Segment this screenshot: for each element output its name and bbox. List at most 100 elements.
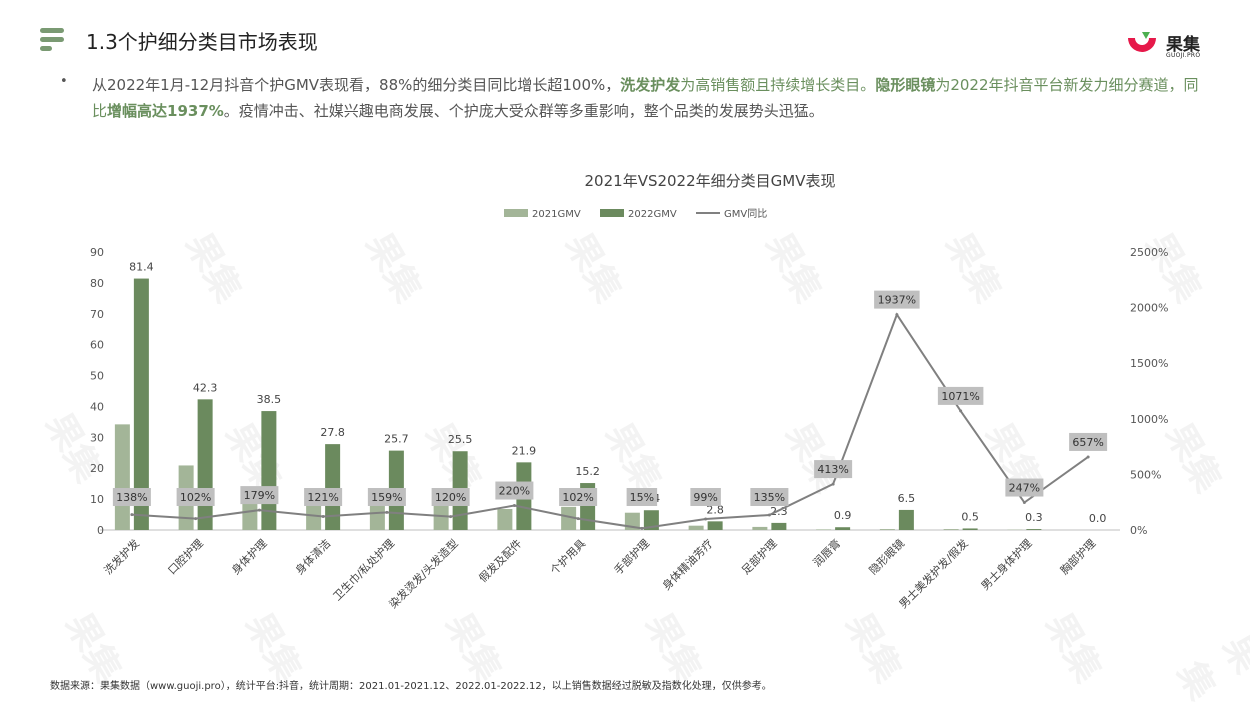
category-label: 洗发护发 [101,536,142,577]
brand-logo: 果集 GUOJI.PRO [1124,30,1204,64]
source-footnote: 数据来源：果集数据（www.guoji.pro），统计平台:抖音，统计周期：20… [50,677,772,692]
category-label: 男士美发护发/假发 [896,536,971,611]
category-label: 身体护理 [228,536,269,577]
category-label: 手部护理 [611,536,652,577]
yoy-value-label: 657% [1072,436,1103,449]
desc-text-1: 从2022年1月-12月抖音个护GMV表现看，88%的细分类目同比增长超100%… [92,76,620,94]
y-right-tick-label: 500% [1130,468,1161,481]
category-label: 身体清洁 [292,536,333,577]
bar-2022 [1026,529,1041,530]
bar-2022 [899,510,914,530]
highlight-growth: 增幅高达1937% [107,102,224,120]
yoy-value-label: 15% [630,491,654,504]
bar-2022-value-label: 38.5 [257,393,282,406]
category-label: 胸部护理 [1057,536,1098,577]
category-label: 润唇膏 [810,536,843,569]
bar-2022-value-label: 25.7 [384,433,409,446]
chart-title: 2021年VS2022年细分类目GMV表现 [585,172,836,190]
yoy-point [194,517,197,520]
yoy-point [959,409,962,412]
logo-subtext: GUOJI.PRO [1166,52,1200,59]
legend-swatch-1 [600,209,624,217]
bar-2021 [880,529,895,530]
bar-2021 [497,509,512,530]
bar-2021 [816,529,831,530]
description-paragraph: 从2022年1月-12月抖音个护GMV表现看，88%的细分类目同比增长超100%… [92,72,1202,124]
yoy-value-label: 138% [116,491,147,504]
y-left-tick-label: 70 [90,308,104,321]
yoy-value-label: 135% [754,491,785,504]
bar-2022 [198,399,213,530]
bar-2022 [963,528,978,530]
category-label: 假发及配件 [476,536,525,585]
yoy-point [258,509,261,512]
y-right-tick-label: 2500% [1130,246,1168,259]
yoy-value-label: 1937% [878,294,916,307]
page-title: 1.3个护细分类目市场表现 [86,26,318,55]
y-left-tick-label: 10 [90,493,104,506]
y-left-tick-label: 60 [90,339,104,352]
yoy-point [640,527,643,530]
yoy-value-label: 99% [693,491,717,504]
yoy-point [385,511,388,514]
category-label: 口腔护理 [165,536,206,577]
yoy-point [322,515,325,518]
category-label: 男士身体护理 [978,536,1035,593]
yoy-point [832,483,835,486]
category-label: 隐形眼镜 [866,536,907,577]
yoy-value-label: 413% [817,463,848,476]
category-label: 足部护理 [738,536,779,577]
bar-2022-value-label: 0.9 [834,509,852,522]
yoy-value-label: 120% [435,491,466,504]
y-left-tick-label: 40 [90,400,104,413]
category-label: 染发烫发/头发造型 [386,536,461,611]
yoy-point [1087,455,1090,458]
yoy-value-label: 121% [307,491,338,504]
bar-2022-value-label: 0.5 [961,510,979,523]
legend-label-2: GMV同比 [724,208,767,220]
y-left-tick-label: 20 [90,462,104,475]
category-label: 个护用具 [547,536,588,577]
yoy-point [895,313,898,316]
bar-2021 [115,424,130,530]
yoy-point [768,513,771,516]
bar-2022-value-label: 81.4 [129,261,154,274]
bar-2022 [835,527,850,530]
legend-label-0: 2021GMV [532,209,581,220]
bar-2022-value-label: 21.9 [512,444,537,457]
bar-2021 [944,529,959,530]
yoy-value-label: 179% [244,489,275,502]
yoy-value-label: 220% [499,485,530,498]
y-left-tick-label: 50 [90,370,104,383]
yoy-point [704,517,707,520]
yoy-value-label: 102% [562,491,593,504]
legend-label-1: 2022GMV [628,209,677,220]
bar-2021 [752,527,767,530]
yoy-point [513,504,516,507]
yoy-value-label: 159% [371,491,402,504]
y-left-tick-label: 0 [97,524,104,537]
bar-2022-value-label: 27.8 [320,426,345,439]
category-label: 卫生巾/私处护理 [330,536,397,603]
y-left-tick-label: 30 [90,431,104,444]
y-right-tick-label: 2000% [1130,302,1168,315]
bar-2022-value-label: 0.3 [1025,511,1043,524]
yoy-point [577,517,580,520]
y-left-tick-label: 90 [90,246,104,259]
bar-2022-value-label: 0.0 [1089,512,1107,525]
bar-2022-value-label: 25.5 [448,433,473,446]
bar-2021 [689,526,704,530]
yoy-point [130,513,133,516]
highlight-contact-lens: 隐形眼镜 [875,76,935,94]
yoy-point [1023,501,1026,504]
bar-2022-value-label: 6.5 [898,492,916,505]
highlight-hair-care: 洗发护发 [620,76,680,94]
bar-2022-value-label: 15.2 [575,465,600,478]
category-label: 身体精油芳疗 [659,536,716,593]
desc-text-2: 为高销售额且持续增长类目。 [680,76,875,94]
legend-swatch-0 [504,209,528,217]
y-right-tick-label: 1000% [1130,413,1168,426]
yoy-point [449,515,452,518]
yoy-value-label: 247% [1009,482,1040,495]
bar-2022-value-label: 42.3 [193,381,218,394]
